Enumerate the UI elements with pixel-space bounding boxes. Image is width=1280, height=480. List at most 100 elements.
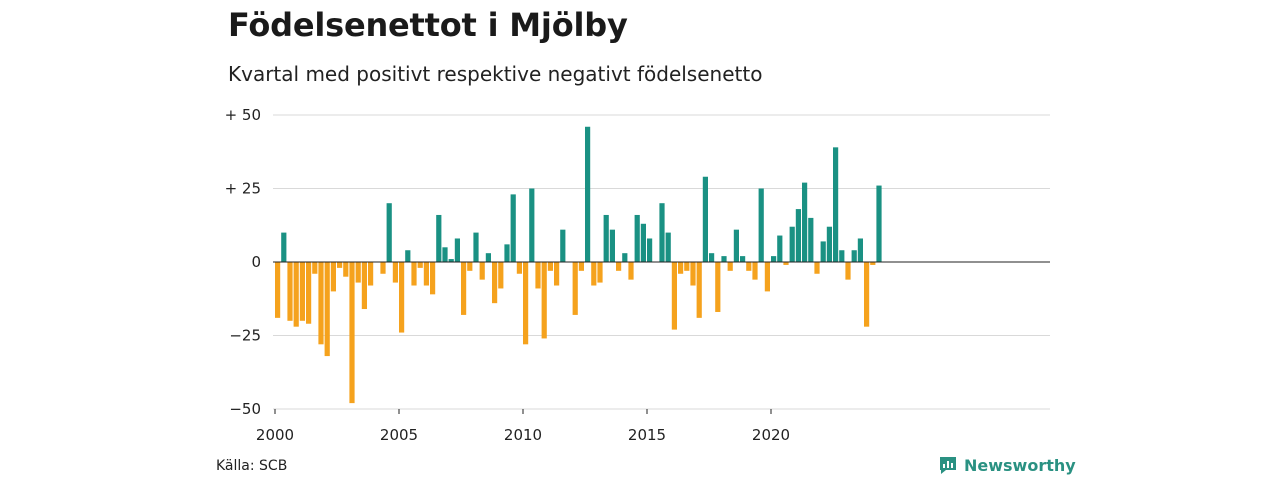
bar: [696, 262, 702, 318]
bar: [473, 232, 479, 262]
bar: [547, 262, 553, 271]
bar: [368, 262, 374, 286]
bar: [758, 188, 764, 262]
bar: [386, 203, 392, 262]
bar: [628, 262, 634, 280]
bar: [622, 253, 628, 262]
bar: [777, 235, 783, 262]
bar: [281, 232, 287, 262]
bar: [684, 262, 690, 271]
bar: [349, 262, 355, 404]
bar: [436, 214, 442, 262]
bar: [634, 214, 640, 262]
bar: [851, 250, 857, 262]
bar: [647, 238, 653, 262]
brand-name: Newsworthy: [964, 455, 1076, 475]
bar: [702, 176, 708, 262]
y-tick-label: 0: [251, 253, 261, 271]
bar: [299, 262, 305, 321]
bar: [324, 262, 330, 357]
bar: [578, 262, 584, 271]
bar: [752, 262, 758, 280]
bar: [430, 262, 436, 295]
x-tick-label: 2010: [504, 426, 542, 444]
bar: [764, 262, 770, 292]
bar: [789, 226, 795, 262]
bar: [442, 247, 448, 262]
bar: [616, 262, 622, 271]
bar: [399, 262, 405, 333]
bar: [771, 256, 777, 262]
bar: [392, 262, 398, 283]
x-tick-label: 2020: [752, 426, 790, 444]
bar: [721, 256, 727, 262]
bar: [715, 262, 721, 312]
bar: [541, 262, 547, 339]
bar: [857, 238, 863, 262]
bar: [287, 262, 293, 321]
bar: [467, 262, 473, 271]
bar: [864, 262, 870, 327]
bar: [479, 262, 485, 280]
bar: [597, 262, 603, 283]
bar: [733, 229, 739, 262]
bar: [417, 262, 423, 268]
bar: [740, 256, 746, 262]
y-tick-label: −50: [229, 400, 261, 418]
chart-title: Födelsenettot i Mjölby: [228, 6, 628, 44]
bar: [275, 262, 281, 318]
newsworthy-logo-icon: [940, 457, 956, 474]
bar: [448, 259, 454, 262]
bar: [591, 262, 597, 286]
bar: [485, 253, 491, 262]
bar: [640, 223, 646, 262]
y-tick-label: −25: [229, 327, 261, 345]
bar: [498, 262, 504, 289]
bar: [423, 262, 429, 286]
bar: [312, 262, 318, 274]
bar: [572, 262, 578, 315]
bar: [876, 185, 882, 262]
x-tick-label: 2015: [628, 426, 666, 444]
bar: [454, 238, 460, 262]
brand-logo: Newsworthy: [938, 455, 1076, 475]
bar: [504, 244, 510, 262]
bar: [306, 262, 312, 324]
bar: [535, 262, 541, 289]
bar: [814, 262, 820, 274]
chart-subtitle: Kvartal med positivt respektive negativt…: [228, 62, 763, 86]
bar: [795, 209, 801, 262]
y-tick-label: + 25: [225, 180, 261, 198]
bar: [343, 262, 349, 277]
bar: [746, 262, 752, 271]
bar: [671, 262, 677, 330]
bar: [659, 203, 665, 262]
bar: [318, 262, 324, 345]
bar: [709, 253, 715, 262]
bar: [523, 262, 529, 345]
bar: [355, 262, 361, 283]
bar: [609, 229, 615, 262]
bar: [492, 262, 498, 304]
y-tick-label: + 50: [225, 106, 261, 124]
bar: [845, 262, 851, 280]
bar: [690, 262, 696, 286]
bar: [808, 217, 814, 262]
bar: [839, 250, 845, 262]
bar: [585, 126, 591, 262]
bar: [678, 262, 684, 274]
bar: [802, 182, 808, 262]
bar: [330, 262, 336, 292]
bar: [560, 229, 566, 262]
bar: [510, 194, 516, 262]
bar: [529, 188, 535, 262]
bar: [727, 262, 733, 271]
x-tick-label: 2005: [380, 426, 418, 444]
bar: [833, 147, 839, 262]
bar: [337, 262, 343, 268]
bar: [665, 232, 671, 262]
x-tick-label: 2000: [256, 426, 294, 444]
bar: [783, 262, 789, 265]
bar: [516, 262, 522, 274]
